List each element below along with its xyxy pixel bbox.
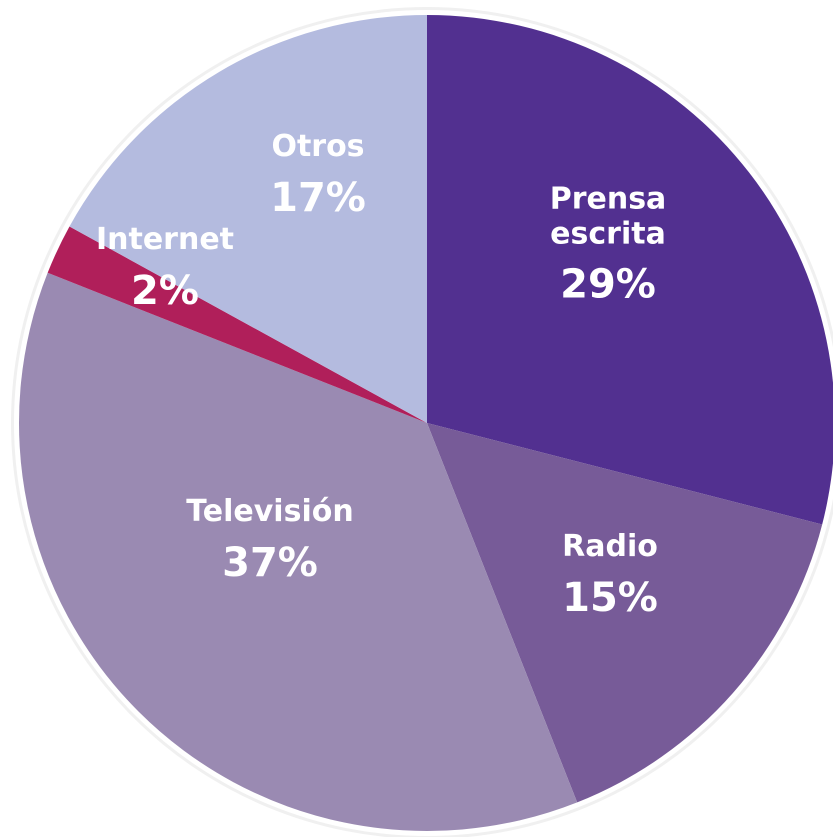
- pie-slice: [69, 15, 428, 423]
- value-label: 2%: [131, 267, 199, 314]
- slice-label: Televisión 37%: [150, 493, 390, 586]
- category-label: Televisión: [186, 493, 354, 529]
- category-label: Prensa escrita: [549, 181, 667, 251]
- value-label: 37%: [222, 539, 318, 586]
- slice-label: Internet 2%: [65, 221, 265, 314]
- category-label: Internet: [95, 221, 235, 257]
- value-label: 17%: [270, 174, 366, 221]
- slice-label: Prensa escrita 29%: [533, 181, 683, 308]
- slice-label: Radio 15%: [510, 528, 710, 621]
- pie-slice: [47, 226, 428, 423]
- pie-slice: [427, 423, 823, 803]
- value-label: 29%: [560, 261, 656, 308]
- slice-label: Otros 17%: [218, 128, 418, 221]
- category-label: Radio: [562, 528, 658, 564]
- pie-slice: [427, 15, 833, 525]
- value-label: 15%: [562, 574, 658, 621]
- category-label: Otros: [271, 128, 365, 164]
- pie-slice: [19, 272, 578, 832]
